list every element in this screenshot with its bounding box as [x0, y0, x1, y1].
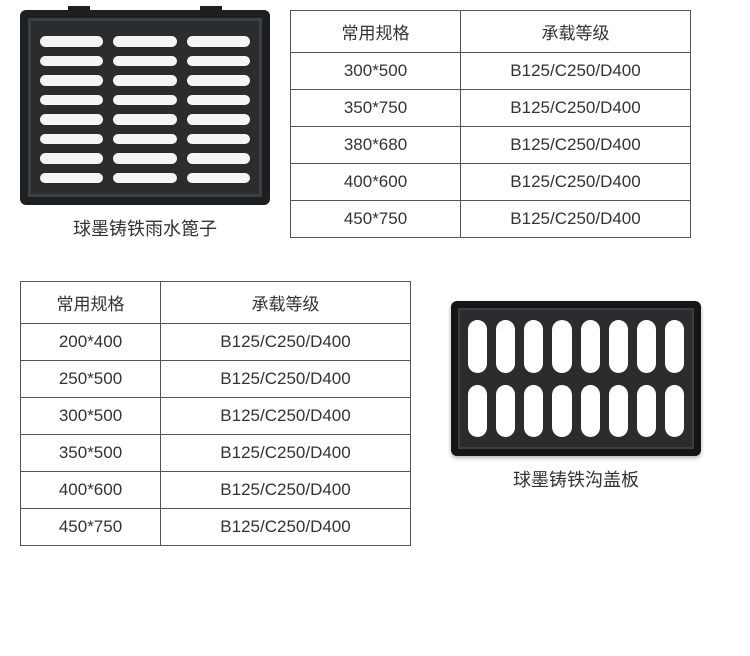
spec-table-2: 常用规格 承载等级 200*400B125/C250/D400 250*500B… — [20, 281, 411, 546]
table-row: 400*600B125/C250/D400 — [21, 472, 411, 509]
spec-cell: 300*500 — [21, 398, 161, 435]
table-row: 450*750B125/C250/D400 — [291, 201, 691, 238]
table-row: 350*750B125/C250/D400 — [291, 90, 691, 127]
table-row: 250*500B125/C250/D400 — [21, 361, 411, 398]
col-spec: 常用规格 — [291, 11, 461, 53]
load-cell: B125/C250/D400 — [161, 324, 411, 361]
load-cell: B125/C250/D400 — [161, 398, 411, 435]
col-spec: 常用规格 — [21, 282, 161, 324]
col-load: 承载等级 — [161, 282, 411, 324]
load-cell: B125/C250/D400 — [161, 361, 411, 398]
product2-caption: 球墨铸铁沟盖板 — [513, 466, 639, 492]
spec-cell: 250*500 — [21, 361, 161, 398]
table-row: 350*500B125/C250/D400 — [21, 435, 411, 472]
load-cell: B125/C250/D400 — [461, 164, 691, 201]
table-row: 400*600B125/C250/D400 — [291, 164, 691, 201]
table-row: 200*400B125/C250/D400 — [21, 324, 411, 361]
spec-cell: 200*400 — [21, 324, 161, 361]
spec-table-1: 常用规格 承载等级 300*500B125/C250/D400 350*750B… — [290, 10, 691, 238]
load-cell: B125/C250/D400 — [161, 435, 411, 472]
spec-cell: 350*750 — [291, 90, 461, 127]
spec-cell: 350*500 — [21, 435, 161, 472]
spec-cell: 380*680 — [291, 127, 461, 164]
bottom-section: 常用规格 承载等级 200*400B125/C250/D400 250*500B… — [20, 281, 730, 546]
table-row: 300*500B125/C250/D400 — [291, 53, 691, 90]
top-section: 球墨铸铁雨水篦子 常用规格 承载等级 300*500B125/C250/D400… — [20, 10, 730, 241]
product1-block: 球墨铸铁雨水篦子 — [20, 10, 270, 241]
spec-cell: 400*600 — [291, 164, 461, 201]
spec-cell: 300*500 — [291, 53, 461, 90]
load-cell: B125/C250/D400 — [461, 201, 691, 238]
table-header-row: 常用规格 承载等级 — [21, 282, 411, 324]
load-cell: B125/C250/D400 — [461, 127, 691, 164]
grate-image-2 — [451, 301, 701, 456]
grate-image-1 — [20, 10, 270, 205]
load-cell: B125/C250/D400 — [161, 472, 411, 509]
product2-block: 球墨铸铁沟盖板 — [451, 281, 701, 492]
spec-cell: 400*600 — [21, 472, 161, 509]
load-cell: B125/C250/D400 — [461, 90, 691, 127]
spec-cell: 450*750 — [291, 201, 461, 238]
load-cell: B125/C250/D400 — [461, 53, 691, 90]
table-row: 380*680B125/C250/D400 — [291, 127, 691, 164]
col-load: 承载等级 — [461, 11, 691, 53]
table-row: 450*750B125/C250/D400 — [21, 509, 411, 546]
load-cell: B125/C250/D400 — [161, 509, 411, 546]
spec-cell: 450*750 — [21, 509, 161, 546]
table-row: 300*500B125/C250/D400 — [21, 398, 411, 435]
product1-caption: 球墨铸铁雨水篦子 — [73, 215, 217, 241]
table-header-row: 常用规格 承载等级 — [291, 11, 691, 53]
